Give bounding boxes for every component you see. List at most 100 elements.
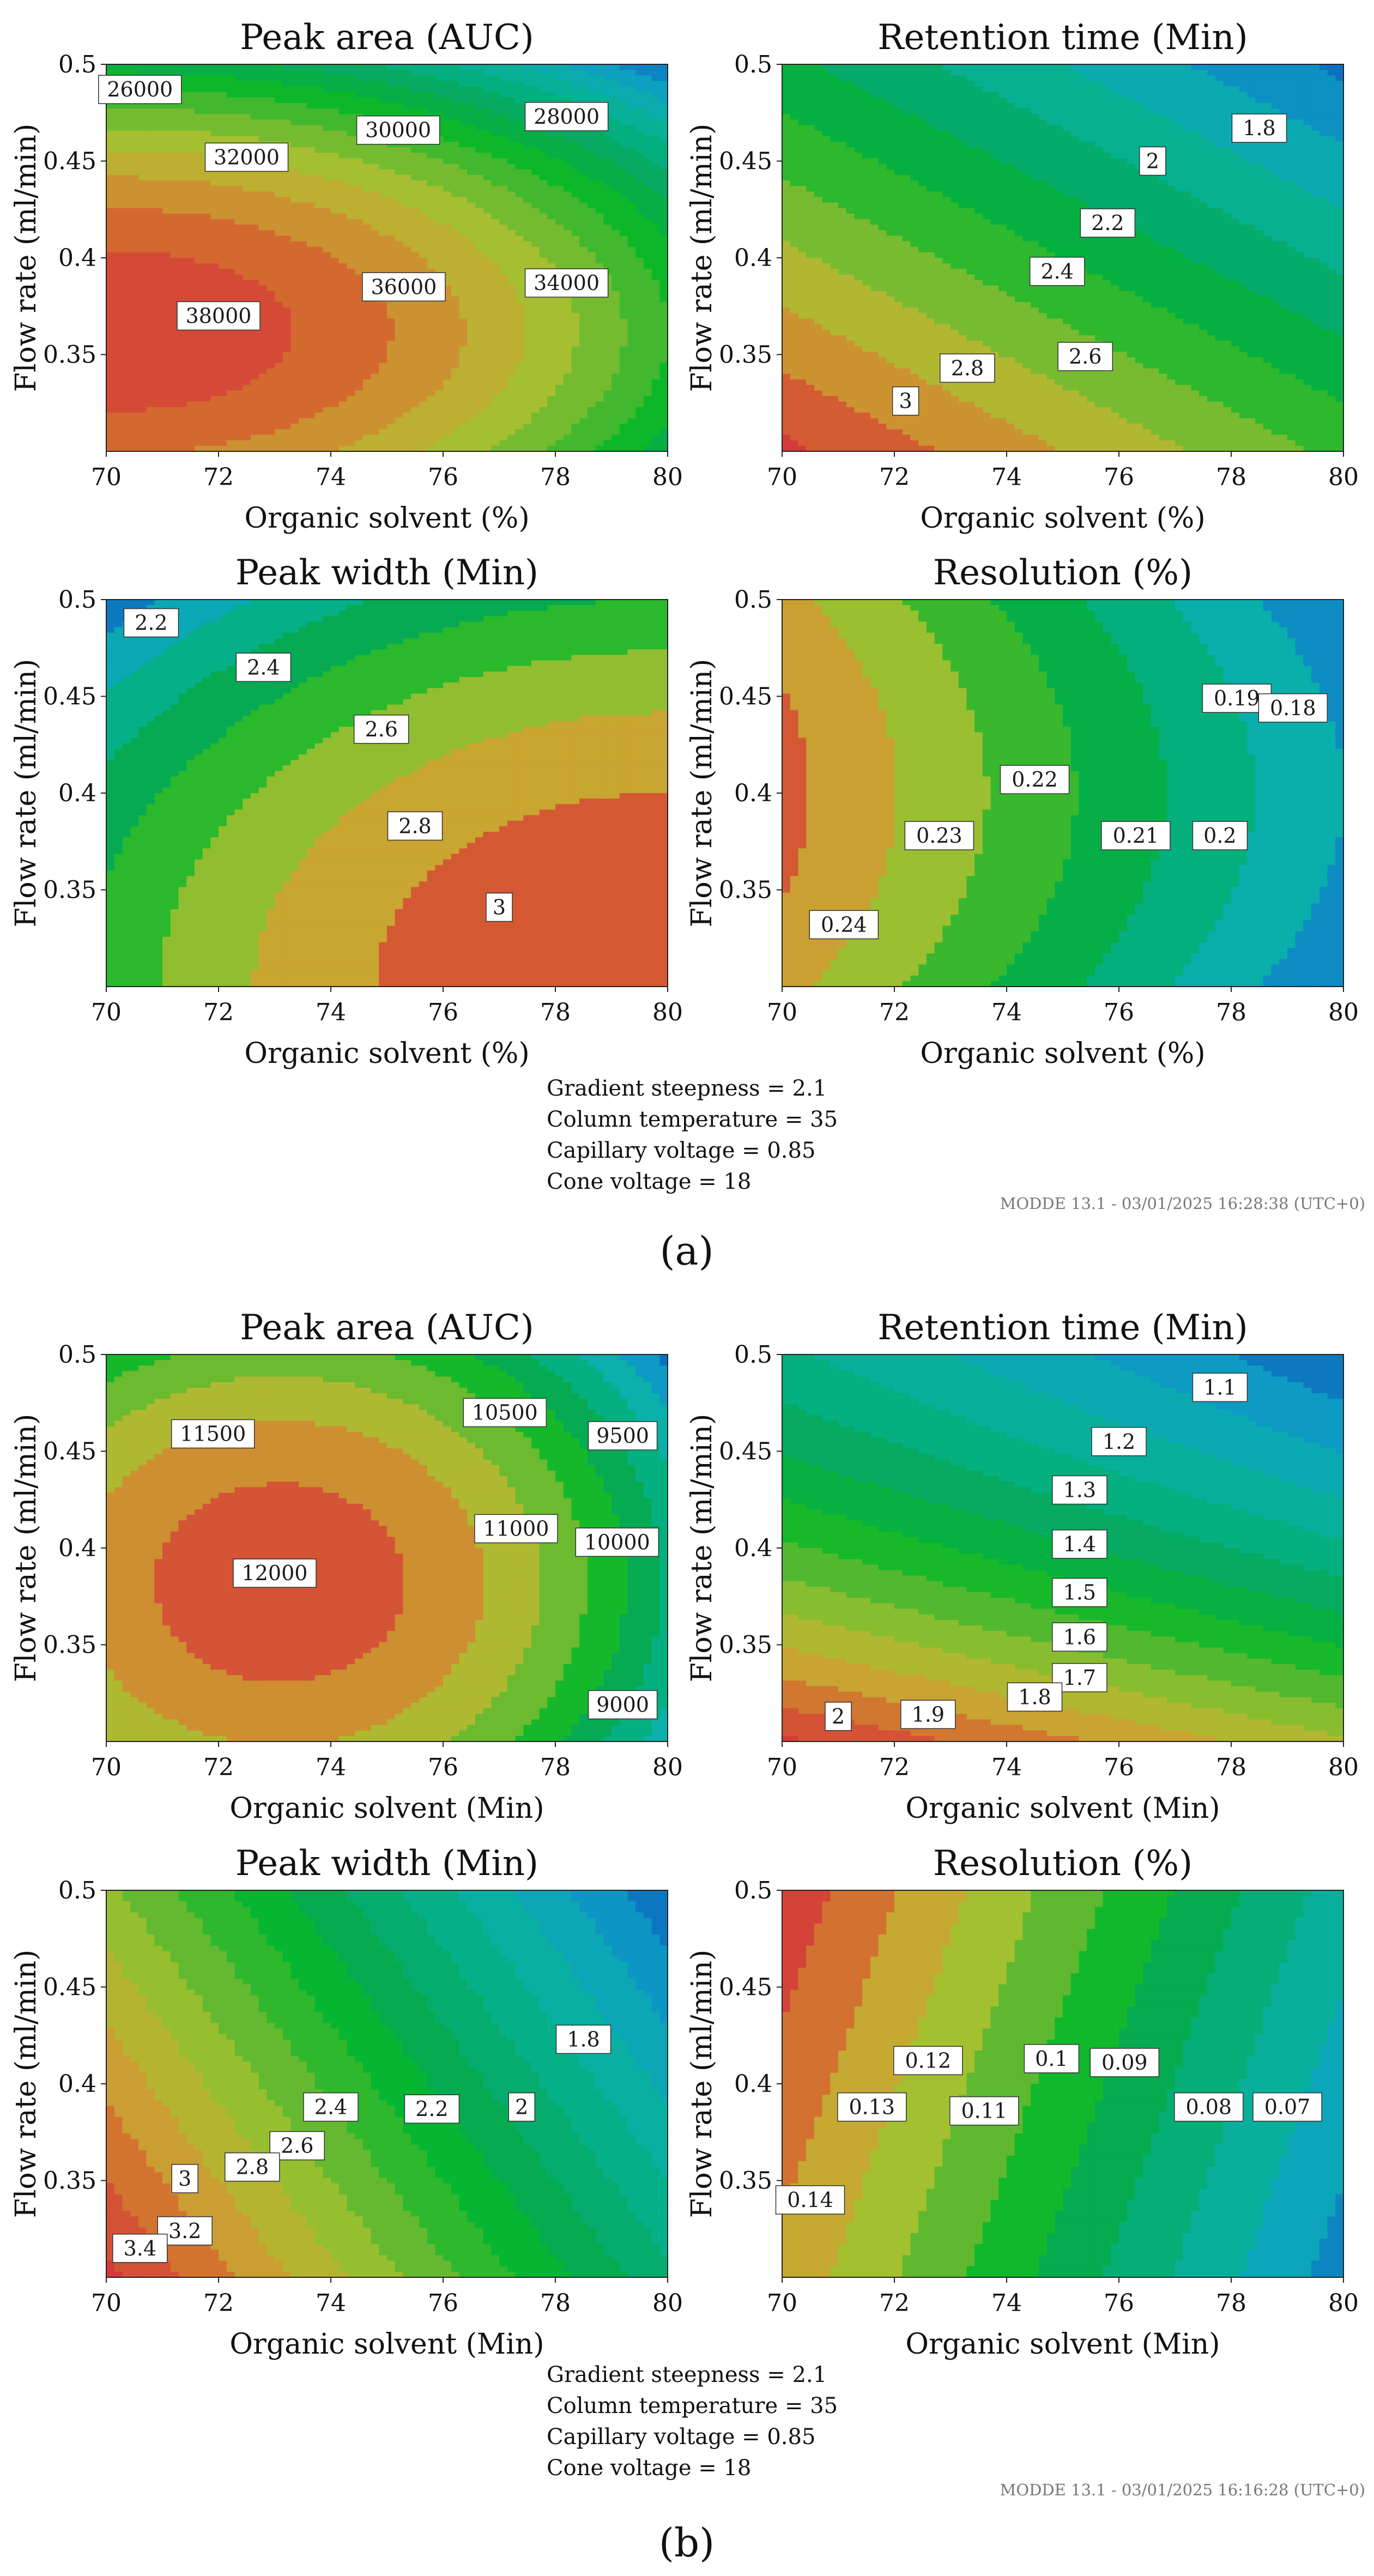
contour-cell xyxy=(467,407,476,413)
contour-cell xyxy=(395,64,404,70)
contour-cell xyxy=(427,374,435,380)
contour-cell xyxy=(651,197,660,203)
contour-cell xyxy=(146,202,155,209)
contour-cell xyxy=(299,235,307,242)
contour-cell xyxy=(619,119,628,126)
contour-cell xyxy=(299,169,307,176)
contour-cell xyxy=(243,202,251,209)
contour-cell xyxy=(619,86,628,93)
contour-cell xyxy=(299,164,307,170)
contour-cell xyxy=(612,302,620,308)
contour-cell xyxy=(154,374,163,380)
contour-cell xyxy=(539,158,548,165)
contour-cell xyxy=(475,434,484,441)
contour-cell xyxy=(451,186,460,192)
contour-cell xyxy=(355,418,364,424)
contour-cell xyxy=(355,197,364,203)
contour-cell xyxy=(571,352,580,358)
contour-cell xyxy=(362,81,372,87)
contour-cell xyxy=(202,119,211,126)
contour-cell xyxy=(162,70,171,76)
contour-cell xyxy=(443,219,452,225)
contour-cell xyxy=(338,374,348,380)
contour-cell xyxy=(395,252,404,258)
contour-cell xyxy=(435,429,444,436)
contour-cell xyxy=(587,153,596,159)
contour-cell xyxy=(459,434,468,441)
contour-cell xyxy=(419,424,428,430)
contour-cell xyxy=(379,324,388,330)
contour-cell xyxy=(275,136,283,142)
contour-cell xyxy=(331,413,340,419)
contour-cell xyxy=(627,191,636,198)
contour-cell xyxy=(226,219,235,225)
contour-cell xyxy=(154,108,163,114)
contour-cell xyxy=(419,258,428,264)
contour-cell xyxy=(162,186,171,192)
contour-cell xyxy=(499,269,508,275)
contour-cell xyxy=(194,225,203,231)
contour-cell xyxy=(186,136,195,142)
contour-cell xyxy=(170,390,179,397)
contour-cell xyxy=(186,125,195,131)
contour-cell xyxy=(258,324,267,330)
contour-cell xyxy=(314,263,323,269)
contour-cell xyxy=(331,297,340,303)
contour-cell xyxy=(306,418,316,424)
contour-cell xyxy=(782,186,791,192)
contour-cell xyxy=(483,136,492,142)
contour-cell xyxy=(491,297,500,303)
contour-cell xyxy=(154,142,163,148)
contour-cell xyxy=(419,263,428,269)
contour-cell xyxy=(475,297,484,303)
contour-cell xyxy=(106,147,115,153)
contour-cell xyxy=(659,445,668,451)
contour-cell xyxy=(371,86,379,93)
contour-cell xyxy=(539,440,548,446)
contour-cell xyxy=(258,357,267,364)
contour-cell xyxy=(314,158,323,165)
contour-cell xyxy=(531,313,540,319)
contour-cell xyxy=(587,136,596,142)
contour-cell xyxy=(170,396,179,402)
contour-cell xyxy=(194,297,203,303)
contour-cell xyxy=(178,219,187,225)
contour-cell xyxy=(162,108,171,114)
contour-cell xyxy=(290,125,299,131)
contour-cell xyxy=(162,158,171,165)
contour-cell xyxy=(411,164,420,170)
contour-cell xyxy=(122,180,131,186)
contour-cell xyxy=(371,434,379,441)
contour-cell xyxy=(210,219,219,225)
contour-cell xyxy=(443,407,452,413)
contour-cell xyxy=(306,329,316,336)
contour-cell xyxy=(178,103,187,109)
contour-cell xyxy=(186,92,195,98)
contour-cell xyxy=(243,269,251,275)
contour-cell xyxy=(282,169,292,176)
contour-cell xyxy=(234,174,243,181)
contour-cell xyxy=(371,75,379,82)
contour-cell xyxy=(467,429,476,436)
contour-cell xyxy=(282,258,292,264)
contour-cell xyxy=(275,252,283,258)
contour-cell xyxy=(162,174,171,181)
contour-cell xyxy=(619,125,628,131)
contour-cell xyxy=(371,346,379,353)
contour-cell xyxy=(362,241,372,247)
contour-cell xyxy=(250,230,259,237)
contour-cell xyxy=(250,97,259,104)
contour-cell xyxy=(226,108,235,114)
contour-cell xyxy=(635,230,644,237)
contour-cell xyxy=(659,241,668,247)
contour-cell xyxy=(435,147,444,153)
contour-cell xyxy=(331,202,340,209)
contour-cell xyxy=(210,390,219,397)
contour-cell xyxy=(555,213,564,220)
contour-cell xyxy=(323,75,331,82)
contour-cell xyxy=(138,396,147,402)
contour-cell xyxy=(219,418,227,424)
contour-cell xyxy=(234,114,243,120)
contour-cell xyxy=(130,374,139,380)
contour-cell xyxy=(627,70,636,76)
